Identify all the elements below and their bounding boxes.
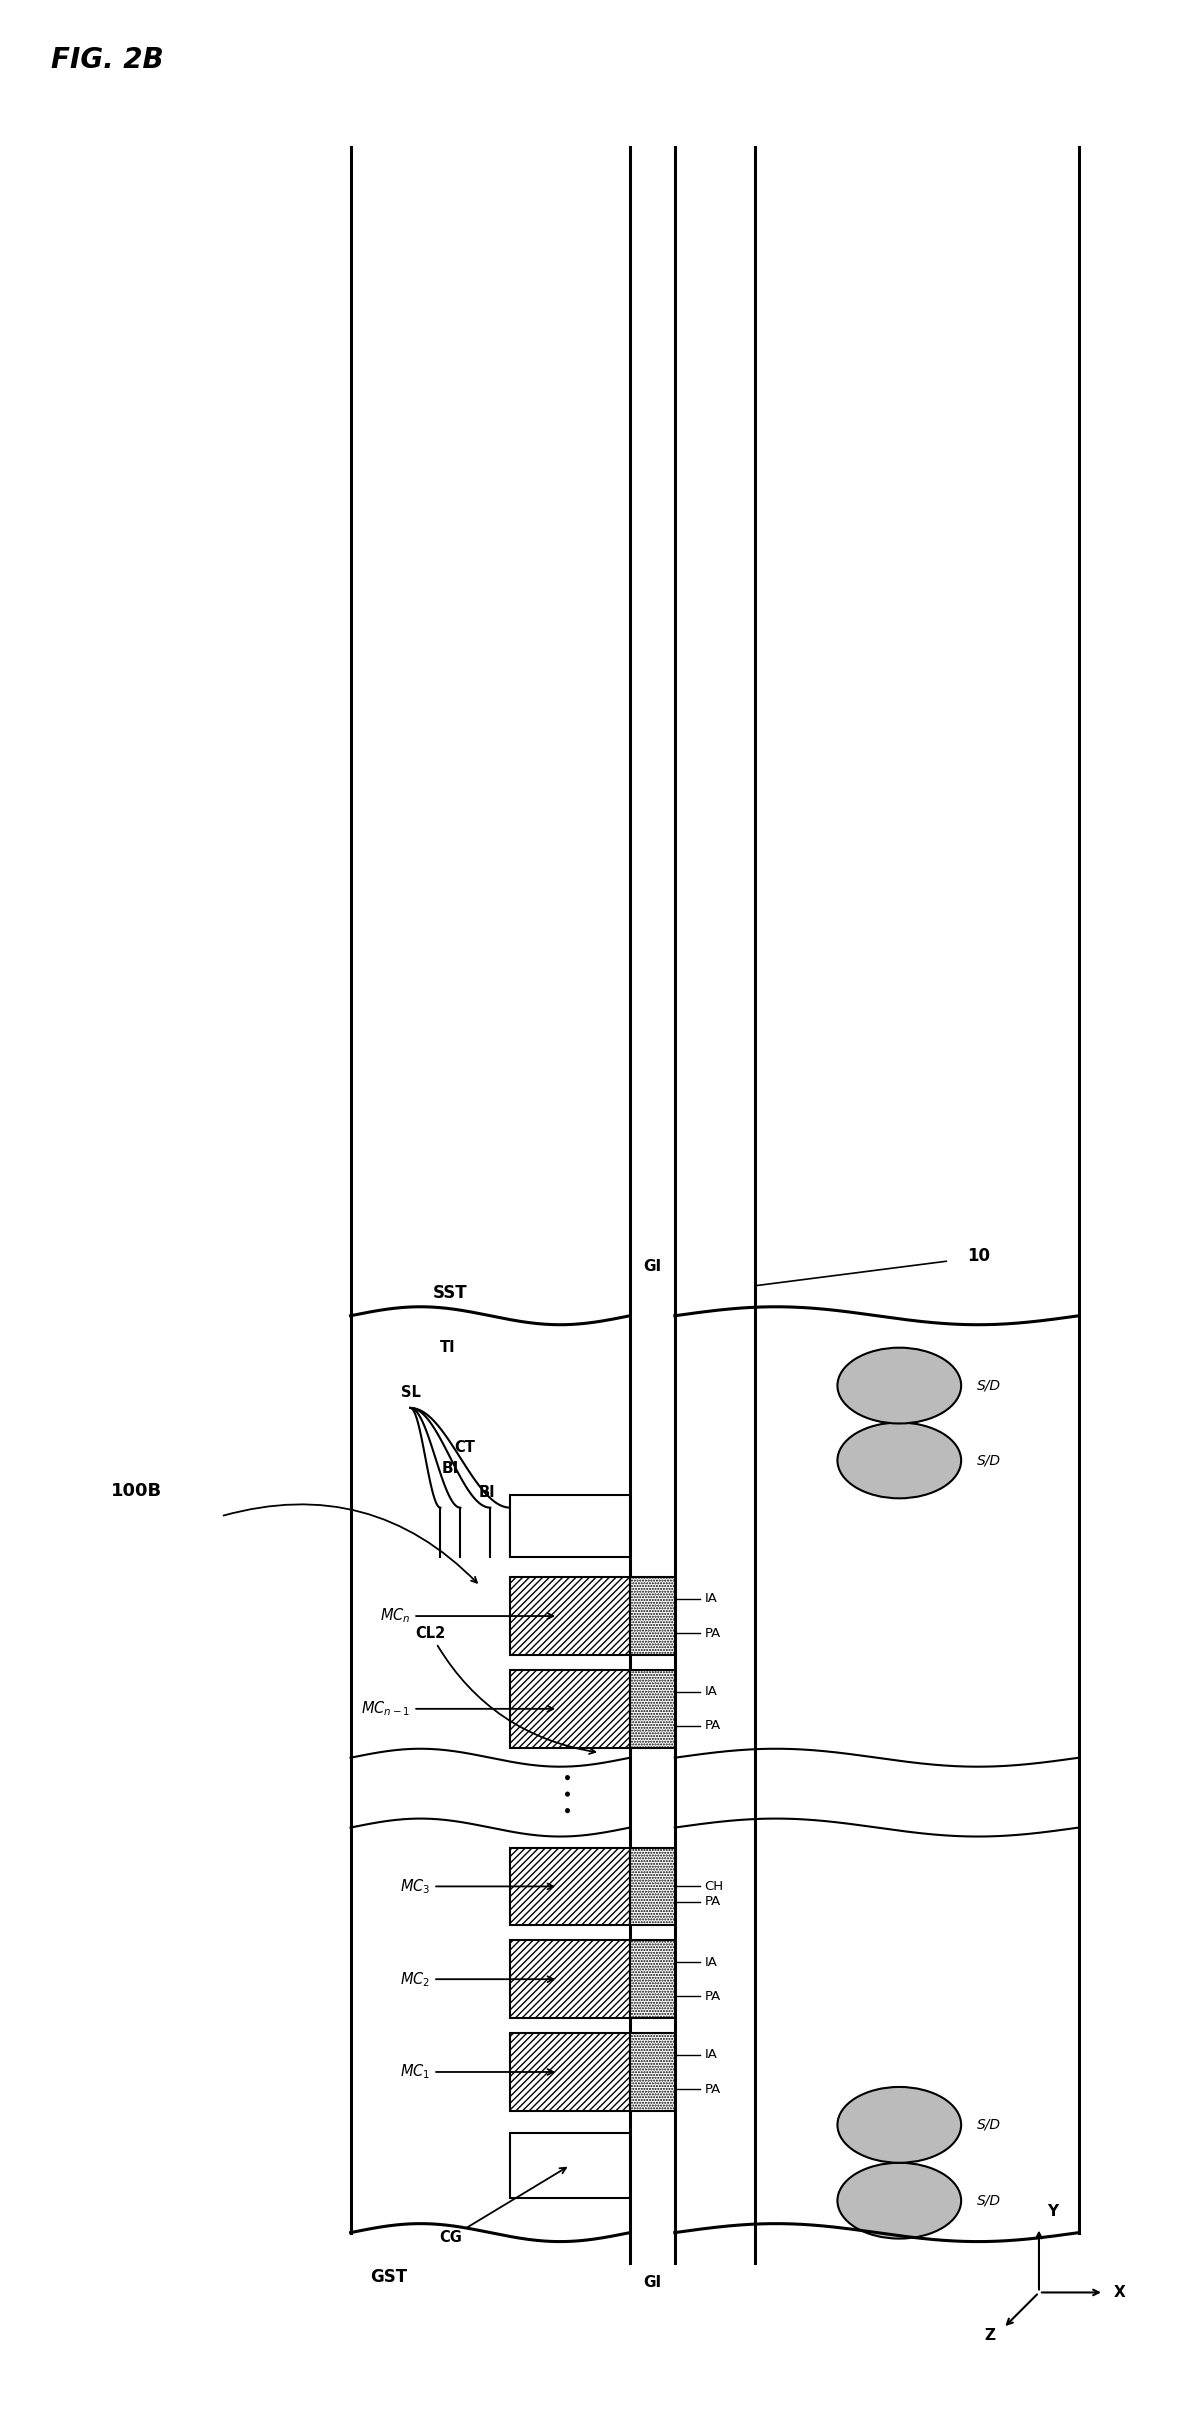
Ellipse shape [837,2087,962,2164]
Text: CL2: CL2 [415,1625,595,1753]
Text: X: X [1114,2285,1125,2301]
Text: IA: IA [705,1686,718,1698]
Text: S/D: S/D [977,1379,1001,1393]
Text: FIG. 2B: FIG. 2B [51,46,163,75]
Text: IA: IA [705,1591,718,1606]
Bar [511,1669,630,1748]
Text: 100B: 100B [111,1483,162,1500]
Bar [511,1939,630,2019]
Text: IA: IA [705,2048,718,2062]
Text: $MC_n$: $MC_n$ [379,1606,554,1625]
Bar [511,1847,630,1925]
Bar [511,2033,630,2111]
Bar [511,1939,630,2019]
Bar [511,2033,630,2111]
Bar [630,1847,675,1925]
Text: SL: SL [401,1386,420,1401]
Ellipse shape [837,2164,962,2239]
Text: PA: PA [705,1896,721,1908]
Bar [630,1847,675,1925]
Text: S/D: S/D [977,1454,1001,1468]
Text: S/D: S/D [977,2118,1001,2132]
Text: CT: CT [455,1439,475,1456]
Bar [630,2033,675,2111]
Bar [630,2033,675,2111]
Text: CH: CH [705,1879,724,1893]
Text: SST: SST [433,1285,468,1302]
Ellipse shape [837,1422,962,1497]
Bar [630,1669,675,1748]
Bar [511,1669,630,1748]
Text: S/D: S/D [977,2193,1001,2207]
Text: Z: Z [985,2328,996,2343]
Text: $MC_3$: $MC_3$ [400,1876,554,1896]
Text: PA: PA [705,1990,721,2002]
Text: Y: Y [1047,2202,1058,2219]
Text: BI: BI [478,1485,495,1500]
Text: $MC_1$: $MC_1$ [400,2062,554,2082]
Bar [511,1577,630,1654]
Text: GI: GI [643,1258,661,1273]
Text: CG: CG [439,2169,565,2246]
Text: $MC_{n-1}$: $MC_{n-1}$ [361,1700,554,1717]
Text: IA: IA [705,1956,718,1968]
Text: PA: PA [705,1628,721,1640]
Text: PA: PA [705,1719,721,1732]
Bar [511,1495,630,1558]
Text: BI: BI [441,1461,459,1476]
Bar [630,1939,675,2019]
Bar [630,1669,675,1748]
Text: 10: 10 [968,1246,990,1265]
Bar [630,1577,675,1654]
Text: $MC_2$: $MC_2$ [400,1971,554,1988]
Text: GST: GST [371,2268,408,2285]
Bar [630,1939,675,2019]
Bar [511,2132,630,2198]
Text: GI: GI [643,2275,661,2289]
Bar [630,1577,675,1654]
Text: • • •: • • • [561,1770,579,1814]
Text: TI: TI [440,1340,456,1355]
Text: PA: PA [705,2082,721,2096]
Bar [511,1577,630,1654]
Ellipse shape [837,1348,962,1422]
Bar [511,1847,630,1925]
